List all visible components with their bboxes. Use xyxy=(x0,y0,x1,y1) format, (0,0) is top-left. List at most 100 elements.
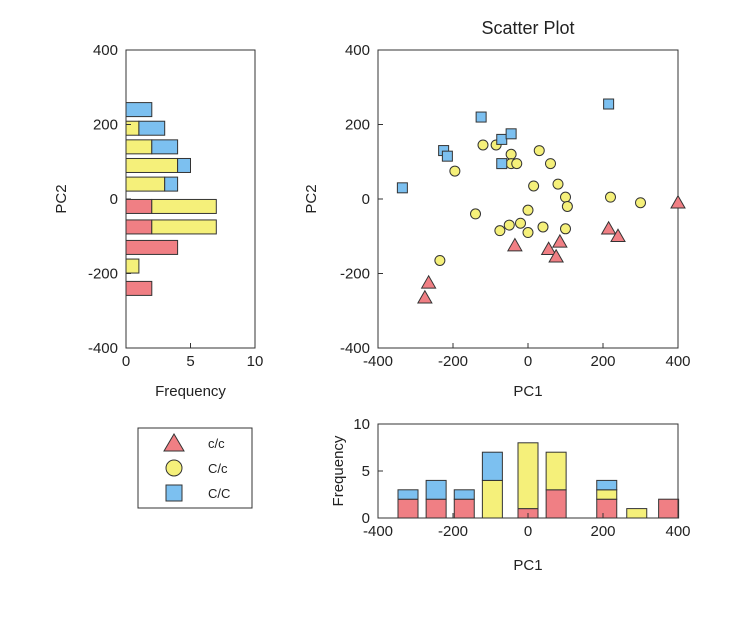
pc1-bar-c-c xyxy=(596,498,618,519)
legend-label-CC: C/C xyxy=(208,486,230,501)
legend-marker-C-c xyxy=(165,459,183,477)
pc2-hist-y-tick-label: 200 xyxy=(93,117,118,134)
scatter-y-tick-label: 200 xyxy=(345,117,370,134)
scatter-point-C-c xyxy=(522,204,534,216)
scatter-point-c-c xyxy=(420,274,437,289)
scatter-point-c-c xyxy=(507,237,523,252)
pc2-bar-C-c xyxy=(151,198,217,214)
scatter-title: Scatter Plot xyxy=(481,18,574,38)
scatter-x-tick-label: 400 xyxy=(665,353,690,370)
legend: c/c C/c C/C xyxy=(137,427,253,509)
pc2-bar-c-c xyxy=(125,198,153,214)
pc2-bar-c-c xyxy=(125,239,179,255)
pc1-bar-c-c xyxy=(658,498,680,519)
pc2-bar-C-c xyxy=(125,157,179,173)
scatter-y-label: PC2 xyxy=(303,184,320,213)
pc2-hist-x-tick-label: 10 xyxy=(247,353,264,370)
pc2-bar-C-C xyxy=(151,139,179,155)
pc1-bar-C-c xyxy=(596,489,618,500)
scatter-point-C-C xyxy=(496,158,508,170)
scatter-point-C-c xyxy=(635,197,646,209)
scatter-point-C-C xyxy=(475,111,487,123)
scatter-point-C-c xyxy=(449,165,461,177)
scatter-x-label: PC1 xyxy=(513,383,542,400)
pc1-bar-C-C xyxy=(481,451,503,481)
pc1-bar-c-c xyxy=(425,498,447,519)
pc1-hist-x-tick-label: 200 xyxy=(590,523,615,540)
scatter-point-C-c xyxy=(511,158,523,170)
pc1-hist-x-tick-label: 400 xyxy=(665,523,690,540)
pc2-hist-x-label: Frequency xyxy=(155,383,226,400)
scatter-point-C-c xyxy=(561,200,573,212)
scatter-point-c-c xyxy=(548,248,564,263)
scatter-point-C-c xyxy=(560,191,571,203)
scatter-y-tick-label: 0 xyxy=(362,191,370,208)
pc2-bar-C-c xyxy=(125,120,140,136)
legend-label-cc: c/c xyxy=(208,436,225,451)
scatter-point-c-c xyxy=(670,194,686,209)
legend-marker-c-c xyxy=(163,433,185,452)
pc2-bar-c-c xyxy=(125,219,153,235)
pc1-bar-C-c xyxy=(481,479,503,519)
pc2-hist-y-tick-label: 400 xyxy=(93,42,118,59)
pc1-hist-y-tick-label: 5 xyxy=(362,463,370,480)
scatter-point-C-c xyxy=(494,225,506,237)
pc2-hist-y-tick-label: -200 xyxy=(88,266,118,283)
pc1-bar-C-C xyxy=(425,479,447,500)
scatter-point-c-c xyxy=(540,241,557,256)
pc2-bar-C-c xyxy=(125,258,140,274)
scatter-x-tick-label: -200 xyxy=(438,353,468,370)
pc1-bar-C-c xyxy=(517,442,539,510)
legend-marker-C-C xyxy=(165,484,183,502)
pc1-hist-x-label: PC1 xyxy=(513,557,542,574)
pc2-hist-y-label: PC2 xyxy=(53,184,70,213)
pc2-bar-C-c xyxy=(125,176,166,192)
pc1-bar-C-c xyxy=(626,508,648,519)
scatter-point-C-C xyxy=(496,133,508,145)
scatter-point-C-c xyxy=(545,158,556,170)
pc1-hist-y-tick-label: 0 xyxy=(362,510,370,527)
scatter-point-C-c xyxy=(533,145,545,157)
pc1-hist-y-tick-label: 10 xyxy=(353,416,370,433)
scatter-point-C-c xyxy=(522,227,534,239)
scatter-point-C-c xyxy=(434,254,446,266)
scatter-point-C-c xyxy=(560,223,571,235)
scatter-point-c-c xyxy=(417,289,433,304)
scatter-x-tick-label: -400 xyxy=(363,353,393,370)
pc2-hist-x-tick-label: 5 xyxy=(186,353,194,370)
scatter-point-C-c xyxy=(537,221,549,233)
pc1-bar-C-C xyxy=(397,489,419,500)
scatter-y-tick-label: 400 xyxy=(345,42,370,59)
scatter-point-C-c xyxy=(505,148,517,160)
scatter-y-tick-label: -200 xyxy=(340,266,370,283)
pc2-bar-C-C xyxy=(138,120,166,136)
scatter-point-C-c xyxy=(503,219,515,231)
scatter-x-tick-label: 0 xyxy=(524,353,532,370)
pc2-hist-y-tick-label: 0 xyxy=(110,191,118,208)
pc2-hist-y-tick-label: -400 xyxy=(88,340,118,357)
pc1-histogram: -400 -200 0 200 400 0 5 10 PC1 Frequency xyxy=(330,416,691,574)
pc1-hist-x-tick-label: -400 xyxy=(363,523,393,540)
scatter-point-C-C xyxy=(505,128,517,140)
pc2-bar-C-c xyxy=(151,219,217,235)
scatter-point-C-C xyxy=(441,150,453,162)
legend-box xyxy=(137,427,253,509)
scatter-point-C-C xyxy=(603,98,615,110)
pc1-hist-x-tick-label: -200 xyxy=(438,523,468,540)
scatter-point-c-c xyxy=(552,233,568,248)
pc2-bar-C-C xyxy=(177,157,192,173)
pc2-bar-C-C xyxy=(164,176,179,192)
scatter-x-tick-label: 200 xyxy=(590,353,615,370)
legend-label-Cc: C/c xyxy=(208,461,228,476)
scatter-point-C-c xyxy=(470,208,481,220)
pc2-hist-x-tick-label: 0 xyxy=(122,353,130,370)
pc2-bar-c-c xyxy=(125,280,153,296)
scatter-point-C-c xyxy=(528,180,540,192)
scatter-point-C-c xyxy=(552,178,564,190)
pc2-bar-C-C xyxy=(125,102,153,118)
pc1-bar-C-C xyxy=(596,479,618,491)
pc1-hist-y-label: Frequency xyxy=(330,435,347,506)
pc1-hist-x-tick-label: 0 xyxy=(524,523,532,540)
